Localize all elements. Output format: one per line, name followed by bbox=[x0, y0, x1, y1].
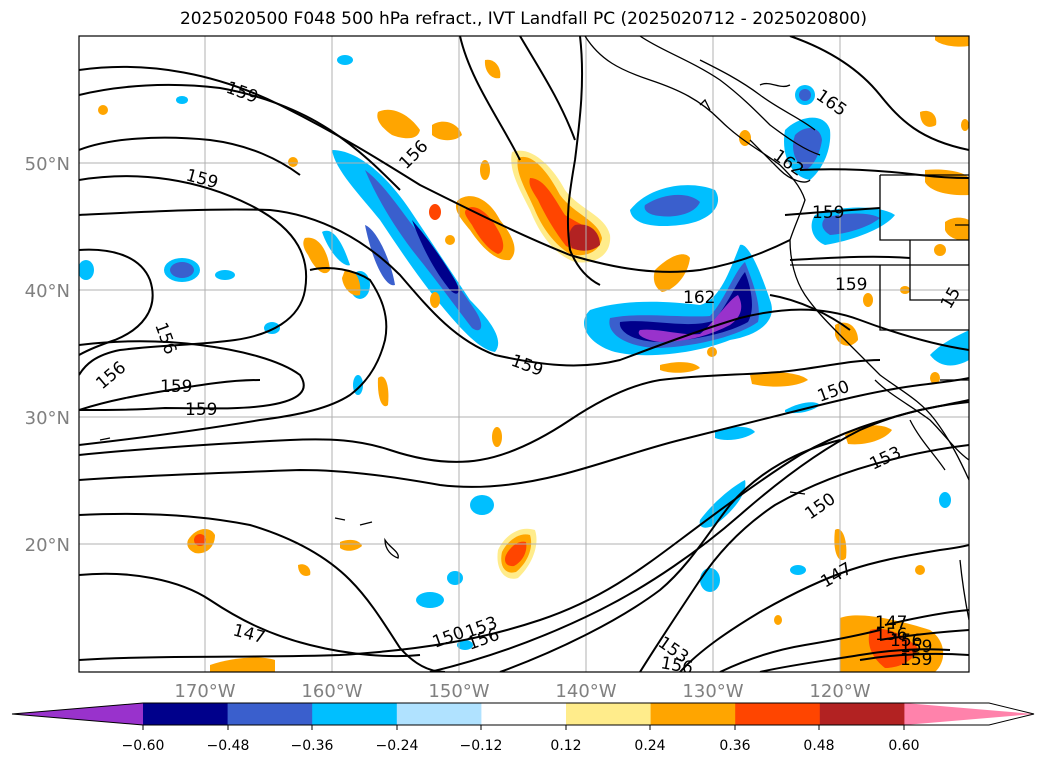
coastlines bbox=[99, 36, 969, 621]
colorbar-extension-high bbox=[904, 703, 1034, 725]
lon-label: 120°W bbox=[809, 681, 870, 702]
lat-label: 30°N bbox=[25, 408, 70, 429]
lon-label: 130°W bbox=[682, 681, 743, 702]
contour-label: 156 bbox=[659, 653, 694, 678]
colorbar-segment bbox=[312, 703, 398, 725]
shaded-fields bbox=[79, 36, 969, 672]
lat-label: 40°N bbox=[25, 281, 70, 302]
longitude-labels: 170°W 160°W 150°W 140°W 130°W 120°W bbox=[174, 681, 870, 702]
lat-label: 50°N bbox=[25, 154, 70, 175]
colorbar-ticks bbox=[142, 725, 905, 730]
contour-label: 159 bbox=[900, 637, 932, 657]
contour-label: 159 bbox=[835, 275, 867, 295]
contour-label: 156 bbox=[890, 631, 922, 651]
colorbar-segment bbox=[650, 703, 736, 725]
colorbar-segment bbox=[735, 703, 821, 725]
colorbar-tick-label: −0.24 bbox=[376, 738, 419, 754]
lon-label: 160°W bbox=[301, 681, 362, 702]
contour-label: 159 bbox=[900, 650, 932, 670]
contour-label: 156 bbox=[875, 625, 907, 645]
colorbar-segment bbox=[227, 703, 313, 725]
colorbar-segment bbox=[396, 703, 482, 725]
colorbar-tick-label: −0.36 bbox=[291, 738, 334, 754]
latitude-labels: 50°N 40°N 30°N 20°N bbox=[25, 154, 70, 556]
contour-label: 159 bbox=[185, 400, 217, 420]
map-frame bbox=[78, 35, 970, 673]
colorbar-tick-label: −0.48 bbox=[207, 738, 250, 754]
colorbar-tick-label: 0.12 bbox=[550, 738, 581, 754]
contour-label: 159 bbox=[160, 377, 192, 397]
colorbar-segment bbox=[819, 703, 905, 725]
contour-label: 162 bbox=[683, 288, 715, 308]
refractivity-contours bbox=[79, 36, 969, 672]
graticule bbox=[79, 36, 969, 672]
lon-label: 150°W bbox=[428, 681, 489, 702]
lon-label: 140°W bbox=[555, 681, 616, 702]
negative-anomaly-blob-max bbox=[638, 295, 742, 342]
colorbar-segments bbox=[12, 703, 1034, 725]
colorbar-segment bbox=[143, 703, 229, 725]
colorbar-tick-label: −0.12 bbox=[460, 738, 503, 754]
colorbar-tick-label: 0.60 bbox=[888, 738, 919, 754]
colorbar-tick-label: 0.24 bbox=[634, 738, 665, 754]
negative-anomaly-oregon-core bbox=[822, 213, 880, 235]
contour-label: 147 bbox=[875, 613, 907, 633]
colorbar-segment bbox=[566, 703, 652, 725]
colorbar-tick-labels: −0.60 −0.48 −0.36 −0.24 −0.12 0.12 0.24 … bbox=[122, 738, 920, 754]
colorbar-tick-label: 0.36 bbox=[719, 738, 750, 754]
colorbar-tick-label: −0.60 bbox=[122, 738, 165, 754]
negative-anomaly-band-inner bbox=[412, 220, 459, 294]
negative-anomaly-bc2-core bbox=[644, 194, 700, 217]
colorbar-extension-low bbox=[12, 703, 143, 725]
contour-label: 159 bbox=[812, 203, 844, 223]
lon-label: 170°W bbox=[174, 681, 235, 702]
colorbar-tick-label: 0.48 bbox=[803, 738, 834, 754]
colorbar-segment bbox=[481, 703, 567, 725]
lat-label: 20°N bbox=[25, 535, 70, 556]
map-panel: 159 156 159 156 159 159 156 159 162 162 … bbox=[79, 36, 969, 678]
colorbar: −0.60 −0.48 −0.36 −0.24 −0.12 0.12 0.24 … bbox=[11, 702, 1035, 754]
map-title: 2025020500 F048 500 hPa refract., IVT La… bbox=[179, 9, 867, 29]
